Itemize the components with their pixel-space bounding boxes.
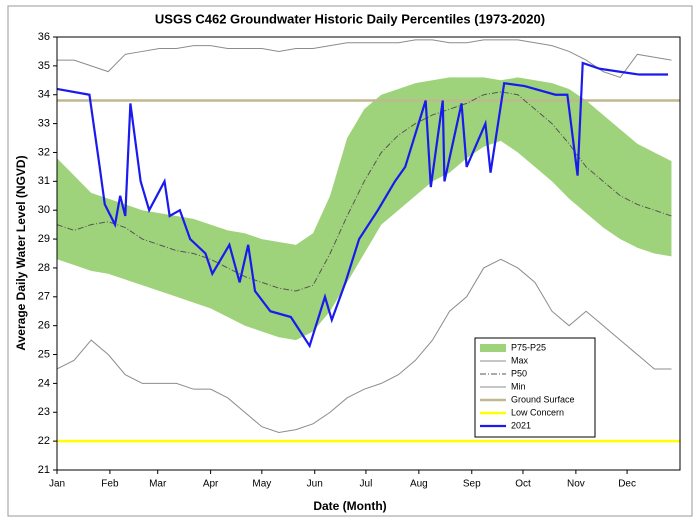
legend-swatch [480, 344, 506, 352]
x-tick-label: Oct [515, 479, 531, 490]
x-tick-label: Jul [360, 479, 373, 490]
y-tick-label: 30 [38, 204, 50, 216]
legend-label: Ground Surface [511, 394, 575, 404]
x-tick-label: Dec [618, 479, 636, 490]
legend-label: Max [511, 355, 529, 365]
legend-label: Min [511, 381, 526, 391]
y-axis-label: Average Daily Water Level (NGVD) [14, 155, 28, 350]
y-tick-label: 31 [38, 175, 50, 187]
y-tick-label: 34 [38, 89, 50, 101]
x-axis-label: Date (Month) [313, 499, 386, 513]
y-tick-label: 22 [38, 435, 50, 447]
x-tick-label: Apr [203, 479, 219, 490]
y-tick-label: 29 [38, 233, 50, 245]
y-tick-label: 21 [38, 464, 50, 476]
x-tick-label: Jun [307, 479, 323, 490]
percentile-band [57, 77, 672, 341]
legend-label: 2021 [511, 420, 531, 430]
y-tick-label: 28 [38, 262, 50, 274]
legend-label: P75-P25 [511, 342, 546, 352]
x-tick-label: Aug [410, 479, 428, 490]
x-tick-label: Nov [567, 479, 585, 490]
x-tick-label: Mar [149, 479, 167, 490]
y-tick-label: 26 [38, 320, 50, 332]
legend-label: Low Concern [511, 407, 564, 417]
y-tick-label: 25 [38, 348, 50, 360]
legend-label: P50 [511, 368, 527, 378]
series-line [57, 39, 672, 79]
y-tick-label: 24 [38, 377, 50, 389]
plot-border [56, 36, 681, 471]
y-tick-label: 23 [38, 406, 50, 418]
series-line [56, 258, 672, 433]
y-tick-label: 36 [38, 31, 50, 43]
chart-title: USGS C462 Groundwater Historic Daily Per… [155, 11, 545, 26]
x-tick-label: May [252, 479, 271, 490]
y-tick-label: 27 [38, 291, 50, 303]
series-line [56, 61, 669, 349]
x-tick-label: Jan [49, 479, 65, 490]
y-tick-label: 35 [38, 60, 50, 72]
y-tick-label: 33 [38, 118, 50, 130]
y-tick-label: 32 [38, 146, 50, 158]
x-tick-label: Feb [101, 479, 119, 490]
series-line [56, 91, 672, 292]
x-tick-label: Sep [463, 479, 481, 490]
